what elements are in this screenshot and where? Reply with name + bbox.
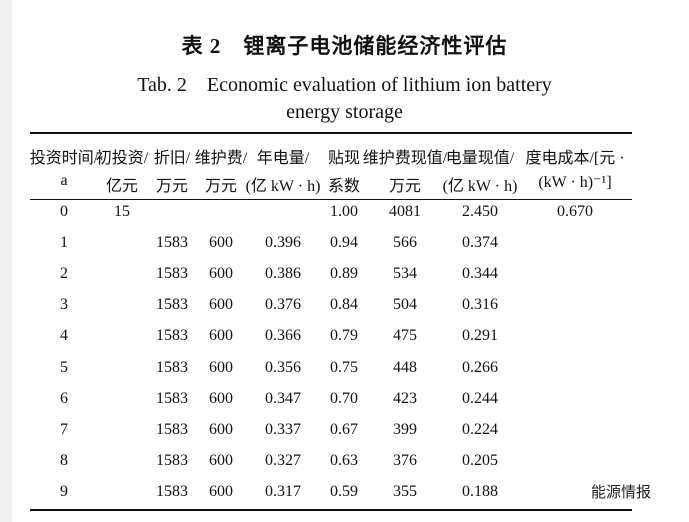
table-cell: 2: [60, 265, 68, 283]
table-title: 表 2 锂离子电池储能经济性评估: [181, 34, 508, 58]
table-cell: 0.344: [462, 265, 498, 283]
table-cell: 600: [209, 296, 233, 314]
table-cell: 0.356: [265, 358, 301, 376]
table-cell: 0: [60, 203, 68, 220]
table-cell: 1583: [156, 389, 188, 407]
table-cell: 600: [209, 482, 233, 500]
table-cell: 1583: [156, 451, 188, 469]
table-cell: 0.244: [462, 389, 498, 407]
table-cell: 0.347: [265, 389, 301, 407]
table-cell: 0.396: [265, 234, 301, 252]
top-rule: [30, 132, 632, 134]
column-header: (亿 kW · h): [442, 178, 518, 195]
column-header: 万元: [155, 178, 189, 195]
column-header: 折旧/: [153, 150, 191, 167]
watermark: 能源情报: [590, 483, 651, 501]
table-cell: 0.374: [462, 234, 498, 252]
table-cell: 0.366: [265, 327, 301, 345]
table-cell: 566: [393, 234, 417, 252]
table-cell: 3: [60, 296, 68, 314]
table-cell: 600: [209, 327, 233, 345]
table-cell: 4: [60, 327, 68, 345]
table-cell: 1583: [156, 234, 188, 252]
column-header: 维护费/: [194, 150, 248, 167]
table-cell: 4081: [389, 203, 421, 220]
column-header: 度电成本/[元 ·: [525, 150, 625, 167]
table-cell: 0.63: [330, 451, 358, 469]
bottom-rule: [30, 509, 632, 511]
table-cell: 0.75: [330, 358, 358, 376]
table-cell: 2.450: [462, 203, 498, 220]
table-cell: 0.327: [265, 451, 301, 469]
table-cell: 0.317: [265, 482, 301, 500]
column-header: 初投资/: [95, 150, 149, 167]
table-cell: 0.70: [330, 389, 358, 407]
table-cell: 600: [209, 265, 233, 283]
table-cell: 6: [60, 389, 68, 407]
column-header: 维护费现值/: [362, 150, 448, 167]
table-cell: 423: [393, 389, 417, 407]
table-cell: 600: [209, 389, 233, 407]
table-cell: 1583: [156, 327, 188, 345]
table-cell: 600: [209, 420, 233, 438]
table-cell: 1583: [156, 265, 188, 283]
table-cell: 0.59: [330, 482, 358, 500]
column-header: a: [60, 172, 68, 189]
table-cell: 0.266: [462, 358, 498, 376]
table-cell: 448: [393, 358, 417, 376]
table-cell: 0.316: [462, 296, 498, 314]
table-cell: 1583: [156, 358, 188, 376]
table-cell: 1583: [156, 482, 188, 500]
table-title-en: Tab. 2 Economic evaluation of lithium io…: [137, 74, 552, 96]
table-cell: 0.188: [462, 482, 498, 500]
column-header: 系数: [327, 178, 361, 195]
table-cell: 0.291: [462, 327, 498, 345]
column-header: 贴现: [327, 150, 361, 167]
column-header: 年电量/: [256, 150, 310, 167]
table-title-en: energy storage: [286, 101, 403, 123]
table-cell: 399: [393, 420, 417, 438]
table-cell: 8: [60, 451, 68, 469]
table-cell: 600: [209, 451, 233, 469]
header-rule: [30, 199, 632, 200]
table-cell: 0.224: [462, 420, 498, 438]
table-cell: 1583: [156, 420, 188, 438]
table-cell: 7: [60, 420, 68, 438]
column-header: (kW · h)⁻¹]: [538, 174, 612, 191]
table-cell: 0.670: [557, 203, 593, 220]
column-header: 亿元: [105, 178, 139, 195]
table-cell: 0.386: [265, 265, 301, 283]
table-cell: 600: [209, 358, 233, 376]
table-cell: 475: [393, 327, 417, 345]
column-header: 电量现值/: [445, 150, 515, 167]
column-header: (亿 kW · h): [245, 178, 321, 195]
column-header: 投资时间/: [29, 150, 99, 167]
table-cell: 0.79: [330, 327, 358, 345]
page-edge: [0, 0, 12, 522]
table-cell: 0.337: [265, 420, 301, 438]
column-header: 万元: [204, 178, 238, 195]
table-cell: 0.376: [265, 296, 301, 314]
table-cell: 0.94: [330, 234, 358, 252]
column-header: 万元: [388, 178, 422, 195]
table-cell: 600: [209, 234, 233, 252]
table-cell: 504: [393, 296, 417, 314]
table-cell: 0.89: [330, 265, 358, 283]
table-cell: 355: [393, 482, 417, 500]
table-cell: 0.67: [330, 420, 358, 438]
table-cell: 1: [60, 234, 68, 252]
table-cell: 1.00: [330, 203, 358, 220]
table-cell: 9: [60, 482, 68, 500]
table-cell: 0.84: [330, 296, 358, 314]
table-cell: 5: [60, 358, 68, 376]
table-cell: 1583: [156, 296, 188, 314]
table-cell: 534: [393, 265, 417, 283]
table-cell: 15: [114, 203, 130, 220]
table-cell: 0.205: [462, 451, 498, 469]
table-cell: 376: [393, 451, 417, 469]
